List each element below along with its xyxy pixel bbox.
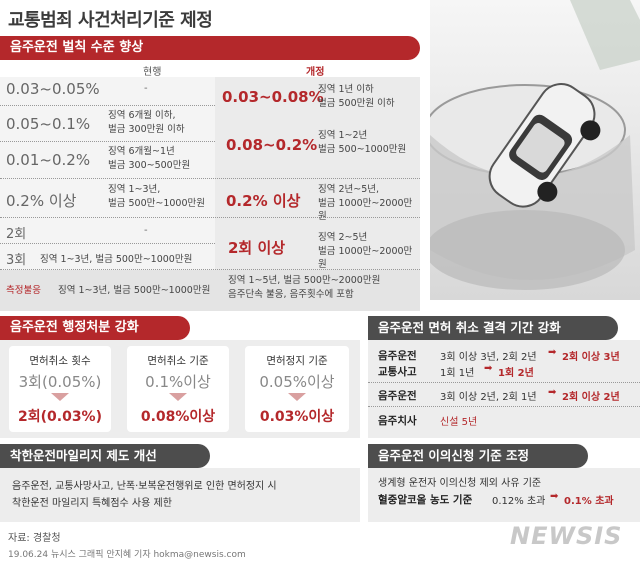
current-penalty-3a: 징역 6개월~1년 — [108, 146, 175, 157]
row2-old: 3회 이상 2년, 2회 1년 — [440, 392, 537, 403]
revised-level-4: 2회 이상 — [228, 239, 286, 257]
row2-new: 2회 이상 2년 — [562, 392, 620, 403]
source-text: 자료: 경찰청 — [8, 533, 61, 544]
revised-penalty-4a: 징역 2~5년 — [318, 232, 368, 243]
appeal-label: 혈중알코올 농도 기준 — [378, 494, 473, 506]
column-revised-label: 개정 — [306, 67, 325, 78]
admin-panel: 면허취소 횟수 3회(0.05%) 2회(0.03%) 면허취소 기준 0.1%… — [0, 340, 360, 438]
level-0-05: 0.05~0.1% — [6, 115, 91, 133]
admin-card-2-title: 면허취소 기준 — [147, 355, 209, 367]
row3-new: 신설 5년 — [440, 417, 478, 428]
row2-label: 음주운전 — [378, 390, 417, 402]
refusal-label: 측정불응 — [6, 285, 41, 296]
level-0-03: 0.03~0.05% — [6, 80, 100, 98]
row1-old-a: 3회 이상 3년, 2회 2년 — [440, 352, 537, 363]
section-header-admin: 음주운전 행정처분 강화 — [0, 316, 190, 340]
current-penalty-3b: 벌금 300~500만원 — [108, 160, 191, 171]
admin-card-3: 면허정지 기준 0.05%이상 0.03%이상 — [245, 346, 349, 432]
level-3-times: 3회 — [6, 253, 27, 268]
arrow-icon: ➡ — [484, 363, 493, 374]
current-penalty-6: 징역 1~3년, 벌금 500만~1000만원 — [40, 254, 193, 265]
refusal-current: 징역 1~3년, 벌금 500만~1000만원 — [58, 285, 211, 296]
admin-card-3-new: 0.03%이상 — [259, 409, 335, 425]
admin-card-3-old: 0.05%이상 — [259, 373, 335, 391]
revised-penalty-4b: 벌금 1000만~2000만원 — [318, 246, 413, 270]
appeal-line-1: 생계형 운전자 이의신청 제외 사유 기준 — [378, 478, 542, 489]
row1-label-b: 교통사고 — [378, 366, 417, 378]
revised-level-3: 0.2% 이상 — [226, 192, 301, 210]
revised-penalty-2b: 벌금 500~1000만원 — [318, 144, 407, 155]
admin-card-2: 면허취소 기준 0.1%이상 0.08%이상 — [127, 346, 229, 432]
row3-label: 음주치사 — [378, 415, 417, 427]
revised-penalty-3b: 벌금 1000만~2000만원 — [318, 198, 413, 222]
appeal-old: 0.12% 초과 — [492, 496, 546, 507]
appeal-panel: 생계형 운전자 이의신청 제외 사유 기준 혈중알코올 농도 기준 0.12% … — [368, 468, 640, 522]
admin-card-1-old: 3회(0.05%) — [18, 373, 102, 391]
current-penalty-4a: 징역 1~3년, — [108, 184, 161, 195]
revised-penalty-2a: 징역 1~2년 — [318, 130, 368, 141]
current-penalty-4b: 벌금 500만~1000만원 — [108, 198, 205, 209]
credit-text: 19.06.24 뉴시스 그래픽 안지혜 기자 hokma@newsis.com — [8, 550, 246, 560]
row1-old-b: 1회 1년 — [440, 368, 475, 379]
refusal-revised-1: 징역 1~5년, 벌금 500만~2000만원 — [228, 275, 381, 286]
current-penalty-1: - — [144, 83, 148, 94]
level-2-times: 2회 — [6, 227, 27, 242]
appeal-new: 0.1% 초과 — [564, 496, 614, 507]
arrow-icon: ➡ — [548, 347, 557, 358]
revised-level-2: 0.08~0.2% — [226, 136, 318, 154]
penalty-table: 0.03~0.05% - 0.05~0.1% 징역 6개월 이하, 벌금 300… — [0, 77, 420, 311]
row1-label-a: 음주운전 — [378, 350, 417, 362]
revised-penalty-1a: 징역 1년 이하 — [318, 84, 374, 95]
admin-card-1: 면허취소 횟수 3회(0.05%) 2회(0.03%) — [9, 346, 111, 432]
admin-card-2-old: 0.1%이상 — [145, 373, 211, 391]
level-0-01: 0.01~0.2% — [6, 151, 91, 169]
column-current-label: 현행 — [143, 67, 162, 78]
section-header-appeal: 음주운전 이의신청 기준 조정 — [368, 444, 588, 468]
newsis-logo: NEWSIS — [510, 522, 623, 550]
row1-new-a: 2회 이상 3년 — [562, 352, 620, 363]
arrow-icon: ➡ — [548, 387, 557, 398]
license-period-panel: 음주운전 교통사고 3회 이상 3년, 2회 2년 ➡ 2회 이상 3년 1회 … — [368, 340, 640, 438]
section-header-mileage: 착한운전마일리지 제도 개선 — [0, 444, 210, 468]
car-in-glass-illustration — [430, 0, 640, 300]
admin-card-3-title: 면허정지 기준 — [266, 355, 328, 367]
revised-penalty-1b: 벌금 500만원 이하 — [318, 98, 395, 109]
current-penalty-2b: 벌금 300만원 이하 — [108, 124, 185, 135]
page-title: 교통범죄 사건처리기준 제정 — [8, 10, 213, 31]
mileage-panel: 음주운전, 교통사망사고, 난폭·보복운전행위로 인한 면허정지 시 착한운전 … — [0, 468, 360, 522]
admin-card-1-title: 면허취소 횟수 — [29, 355, 91, 367]
revised-penalty-3a: 징역 2년~5년, — [318, 184, 380, 195]
mileage-line-2: 착한운전 마일리지 특혜점수 사용 제한 — [12, 498, 172, 509]
current-penalty-2a: 징역 6개월 이하, — [108, 110, 176, 121]
level-0-2: 0.2% 이상 — [6, 192, 77, 210]
arrow-icon: ➡ — [550, 491, 559, 502]
admin-card-2-new: 0.08%이상 — [140, 409, 216, 425]
section-header-penalty: 음주운전 벌칙 수준 향상 — [0, 36, 420, 60]
revised-level-1: 0.03~0.08% — [222, 88, 324, 106]
row1-new-b: 1회 2년 — [498, 368, 534, 379]
current-penalty-5: - — [144, 225, 148, 236]
admin-card-1-new: 2회(0.03%) — [18, 409, 102, 425]
mileage-line-1: 음주운전, 교통사망사고, 난폭·보복운전행위로 인한 면허정지 시 — [12, 481, 277, 492]
refusal-revised-2: 음주단속 불응, 음주횟수에 포함 — [228, 289, 354, 300]
section-header-license-period: 음주운전 면허 취소 결격 기간 강화 — [368, 316, 618, 340]
